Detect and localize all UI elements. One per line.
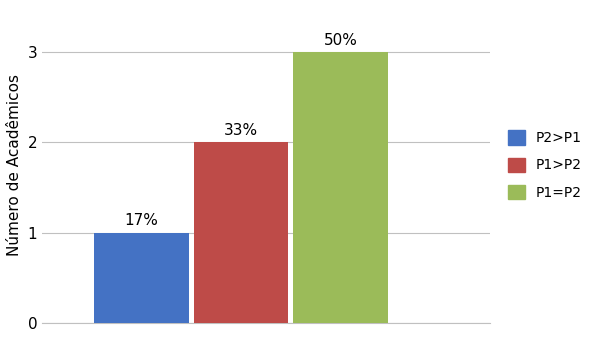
Y-axis label: Número de Acadêmicos: Número de Acadêmicos	[7, 74, 22, 256]
Bar	[293, 52, 388, 323]
Bar	[94, 233, 189, 323]
Text: 33%: 33%	[224, 123, 258, 138]
Text: 50%: 50%	[324, 33, 358, 47]
Bar	[194, 142, 288, 323]
Text: 17%: 17%	[125, 213, 159, 228]
Legend: P2>P1, P1>P2, P1=P2: P2>P1, P1>P2, P1=P2	[501, 123, 589, 207]
